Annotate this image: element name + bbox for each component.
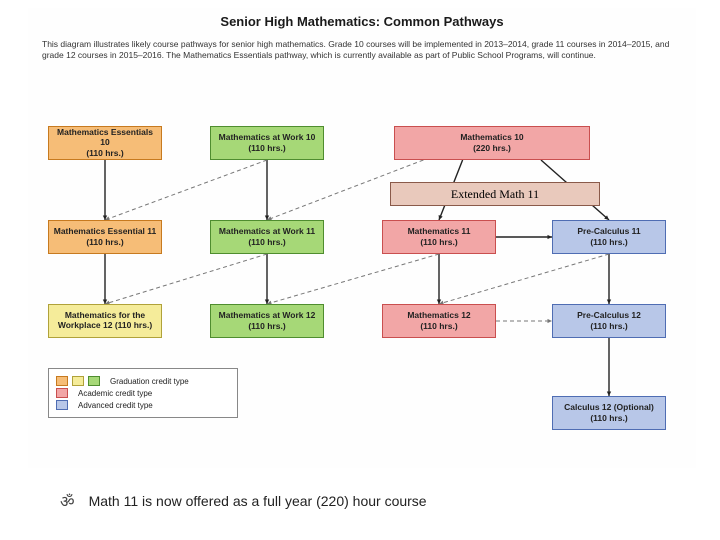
bullet-icon: ॐ	[60, 490, 75, 512]
node-pre12: Pre-Calculus 12(110 hrs.)	[552, 304, 666, 338]
pathways-diagram: Senior High Mathematics: Common Pathways…	[28, 8, 696, 468]
note-bullet: ॐ Math 11 is now offered as a full year …	[60, 490, 427, 512]
legend-label: Graduation credit type	[110, 377, 189, 386]
node-work11: Mathematics at Work 11(110 hrs.)	[210, 220, 324, 254]
legend-swatch-blue	[56, 400, 68, 410]
legend-label: Advanced credit type	[78, 401, 153, 410]
node-ess11: Mathematics Essential 11(110 hrs.)	[48, 220, 162, 254]
legend-swatch-green	[88, 376, 100, 386]
node-ess10: Mathematics Essentials 10(110 hrs.)	[48, 126, 162, 160]
legend-swatch-orange	[56, 376, 68, 386]
bullet-text: Math 11 is now offered as a full year (2…	[89, 493, 427, 509]
node-work10: Mathematics at Work 10(110 hrs.)	[210, 126, 324, 160]
overlay-extended-math-11: Extended Math 11	[390, 182, 600, 206]
node-pre11: Pre-Calculus 11(110 hrs.)	[552, 220, 666, 254]
node-wk12: Mathematics for the Workplace 12 (110 hr…	[48, 304, 162, 338]
legend: Graduation credit type Academic credit ty…	[48, 368, 238, 418]
node-math12: Mathematics 12(110 hrs.)	[382, 304, 496, 338]
node-math10: Mathematics 10(220 hrs.)	[394, 126, 590, 160]
legend-swatch-yellow	[72, 376, 84, 386]
nodes-layer: Mathematics Essentials 10(110 hrs.) Mathe…	[28, 8, 696, 468]
node-calc12: Calculus 12 (Optional)(110 hrs.)	[552, 396, 666, 430]
node-math11: Mathematics 11(110 hrs.)	[382, 220, 496, 254]
node-work12: Mathematics at Work 12(110 hrs.)	[210, 304, 324, 338]
legend-label: Academic credit type	[78, 389, 152, 398]
legend-swatch-pink	[56, 388, 68, 398]
